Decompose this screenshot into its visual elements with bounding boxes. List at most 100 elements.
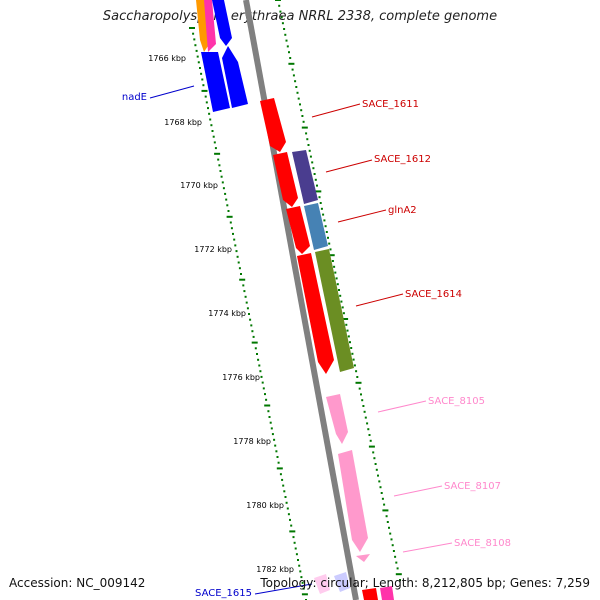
tick-mark [225,198,228,201]
tick-mark [195,49,198,52]
tick-mark [353,364,356,367]
inner-tick-ring [189,27,308,600]
tick-mark [382,509,389,512]
leader-nadE [149,85,195,99]
tick-mark [229,221,232,224]
gene-nadE[interactable] [201,52,230,112]
tick-mark [273,438,276,441]
tick-mark [293,541,296,544]
tick-mark [245,301,248,304]
tick-mark [318,196,321,199]
tick-mark [388,526,390,529]
tick-mark [392,550,395,552]
tick-mark [364,416,367,419]
tick-mark [386,521,389,523]
tick-mark [287,513,290,516]
tick-mark [325,231,328,233]
gene-SACE_1611[interactable] [260,98,286,152]
label-glnA2[interactable]: glnA2 [388,205,417,216]
tick-mark [322,213,325,216]
tick-mark [301,593,308,596]
tick-mark [278,4,281,7]
gene-SACE_1614[interactable] [315,249,354,372]
tick-mark [218,164,221,167]
gene-magenta-bottom[interactable] [380,586,394,600]
tick-mark [302,120,305,123]
tick-mark [250,324,253,327]
gene-SACE_8107[interactable] [338,450,368,552]
tick-mark [288,62,295,65]
tick-mark [301,126,308,129]
tick-mark [256,353,258,355]
label-SACE_1612[interactable]: SACE_1612 [374,154,431,165]
tick-mark [358,387,361,390]
tick-mark [286,507,289,510]
tick-mark [244,295,247,298]
tick-mark [311,161,314,164]
tick-mark [292,74,295,77]
gene-blue-top[interactable] [212,0,232,46]
tick-mark [380,492,383,494]
tick-mark [214,152,221,155]
tick-mark [379,486,382,489]
tick-mark [196,55,199,58]
tick-mark [258,364,261,367]
gene-SACE_8108[interactable] [356,554,370,562]
tick-mark [345,323,348,326]
label-nadE[interactable]: nadE [122,92,147,103]
tick-mark [294,547,297,550]
tick-mark [286,45,289,48]
tick-mark [341,306,344,309]
tick-mark [319,202,322,204]
gene-glnA2-red[interactable] [286,206,310,254]
tick-mark [394,555,397,558]
gene-magenta[interactable] [204,0,216,52]
tick-mark [385,515,388,518]
tick-mark [267,410,270,413]
tick-mark [374,463,377,465]
gene-blue-2[interactable] [222,46,248,108]
tick-mark [236,255,239,258]
tick-mark [331,260,334,262]
tick-mark [372,451,375,454]
tick-mark [251,341,258,344]
tick-mark [316,184,318,187]
gene-SACE_1614-red[interactable] [297,253,334,374]
label-SACE_1615[interactable]: SACE_1615 [195,588,252,599]
tick-label: 1780 kbp [246,501,284,510]
tick-mark [214,147,217,150]
label-SACE_1614[interactable]: SACE_1614 [405,289,462,300]
tick-mark [197,61,200,64]
gene-red-bottom[interactable] [362,588,378,600]
tick-mark [396,567,399,570]
leader-SACE_8107 [393,485,443,497]
tick-mark [363,410,366,413]
gene-SACE_1612[interactable] [292,150,318,204]
tick-mark [235,250,238,253]
tick-label: 1768 kbp [164,118,202,127]
tick-mark [238,267,241,270]
outer-tick-ring [275,0,402,581]
tick-mark [284,496,287,498]
tick-mark [333,265,336,268]
tick-mark [302,587,305,590]
tick-mark [232,232,234,235]
label-SACE_8108[interactable]: SACE_8108 [454,538,511,549]
gene-SACE_1612-red[interactable] [273,152,298,207]
tick-mark [268,416,271,418]
tick-mark [221,181,224,184]
label-SACE_8107[interactable]: SACE_8107 [444,481,501,492]
tick-mark [248,313,250,315]
tick-mark [194,44,197,47]
label-SACE_1611[interactable]: SACE_1611 [362,99,419,110]
tick-mark [281,478,284,481]
gene-lavender[interactable] [334,572,350,592]
gene-SACE_1615[interactable] [314,574,330,594]
tick-mark [279,10,282,13]
tick-mark [350,347,353,349]
gene-glnA2[interactable] [304,203,328,250]
gene-SACE_8105[interactable] [326,394,348,444]
label-SACE_8105[interactable]: SACE_8105 [428,396,485,407]
tick-mark [307,144,310,146]
tick-mark [309,155,312,158]
